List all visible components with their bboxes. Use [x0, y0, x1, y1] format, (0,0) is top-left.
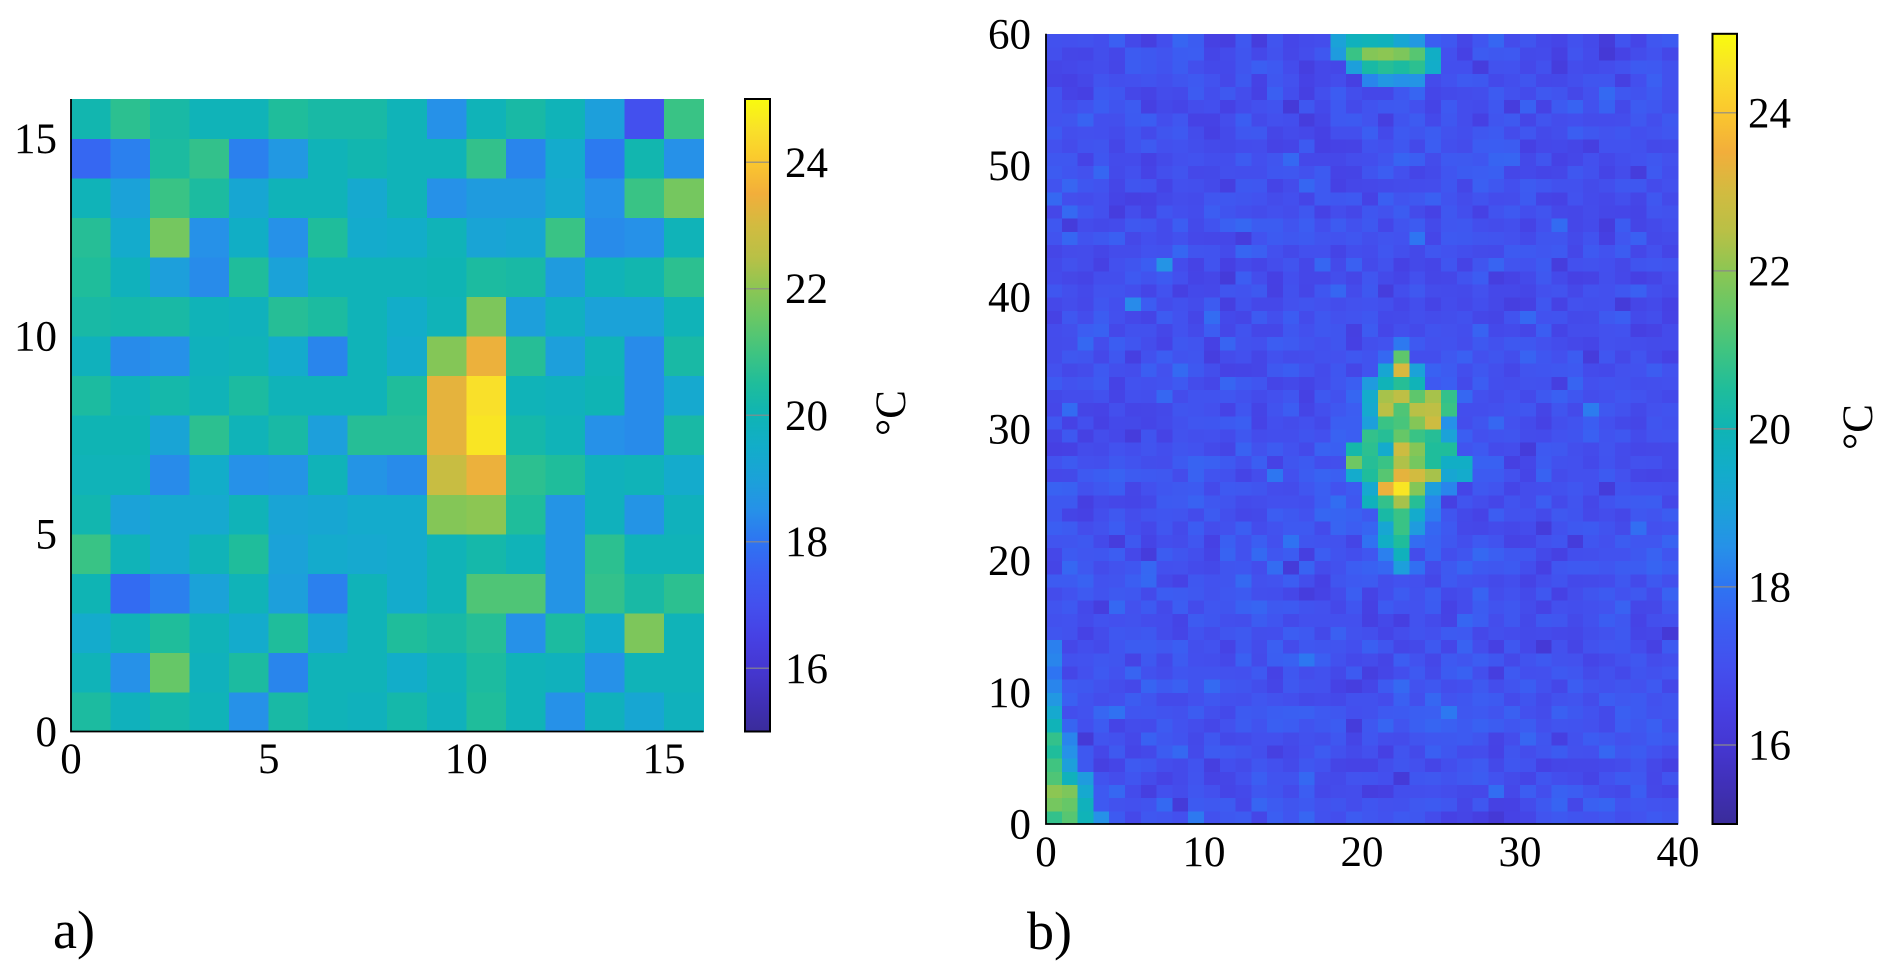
svg-text:16: 16 [1748, 723, 1791, 770]
svg-text:°C: °C [868, 390, 915, 436]
svg-text:50: 50 [988, 143, 1031, 190]
svg-text:60: 60 [988, 11, 1031, 58]
svg-text:20: 20 [988, 538, 1031, 585]
svg-text:°C: °C [1835, 404, 1882, 450]
svg-text:10: 10 [445, 736, 488, 783]
svg-text:10: 10 [14, 314, 57, 361]
svg-text:22: 22 [785, 266, 828, 313]
svg-text:0: 0 [1010, 802, 1032, 849]
svg-text:10: 10 [1183, 829, 1226, 876]
svg-text:18: 18 [785, 519, 828, 566]
svg-text:15: 15 [14, 116, 57, 163]
svg-text:16: 16 [785, 646, 828, 693]
svg-text:5: 5 [36, 511, 58, 558]
svg-text:10: 10 [988, 670, 1031, 717]
svg-text:a): a) [53, 900, 95, 960]
svg-text:20: 20 [1341, 829, 1384, 876]
svg-text:22: 22 [1748, 248, 1791, 295]
svg-text:18: 18 [1748, 564, 1791, 611]
svg-text:0: 0 [36, 709, 58, 756]
svg-text:24: 24 [1748, 90, 1791, 137]
svg-text:0: 0 [1035, 829, 1057, 876]
svg-text:20: 20 [785, 393, 828, 440]
svg-text:20: 20 [1748, 406, 1791, 453]
svg-text:0: 0 [60, 736, 82, 783]
svg-text:40: 40 [1657, 829, 1700, 876]
svg-text:40: 40 [988, 275, 1031, 322]
svg-text:30: 30 [988, 406, 1031, 453]
svg-text:5: 5 [258, 736, 280, 783]
svg-text:b): b) [1027, 901, 1072, 961]
svg-text:30: 30 [1499, 829, 1542, 876]
svg-text:15: 15 [643, 736, 686, 783]
svg-text:24: 24 [785, 140, 828, 187]
